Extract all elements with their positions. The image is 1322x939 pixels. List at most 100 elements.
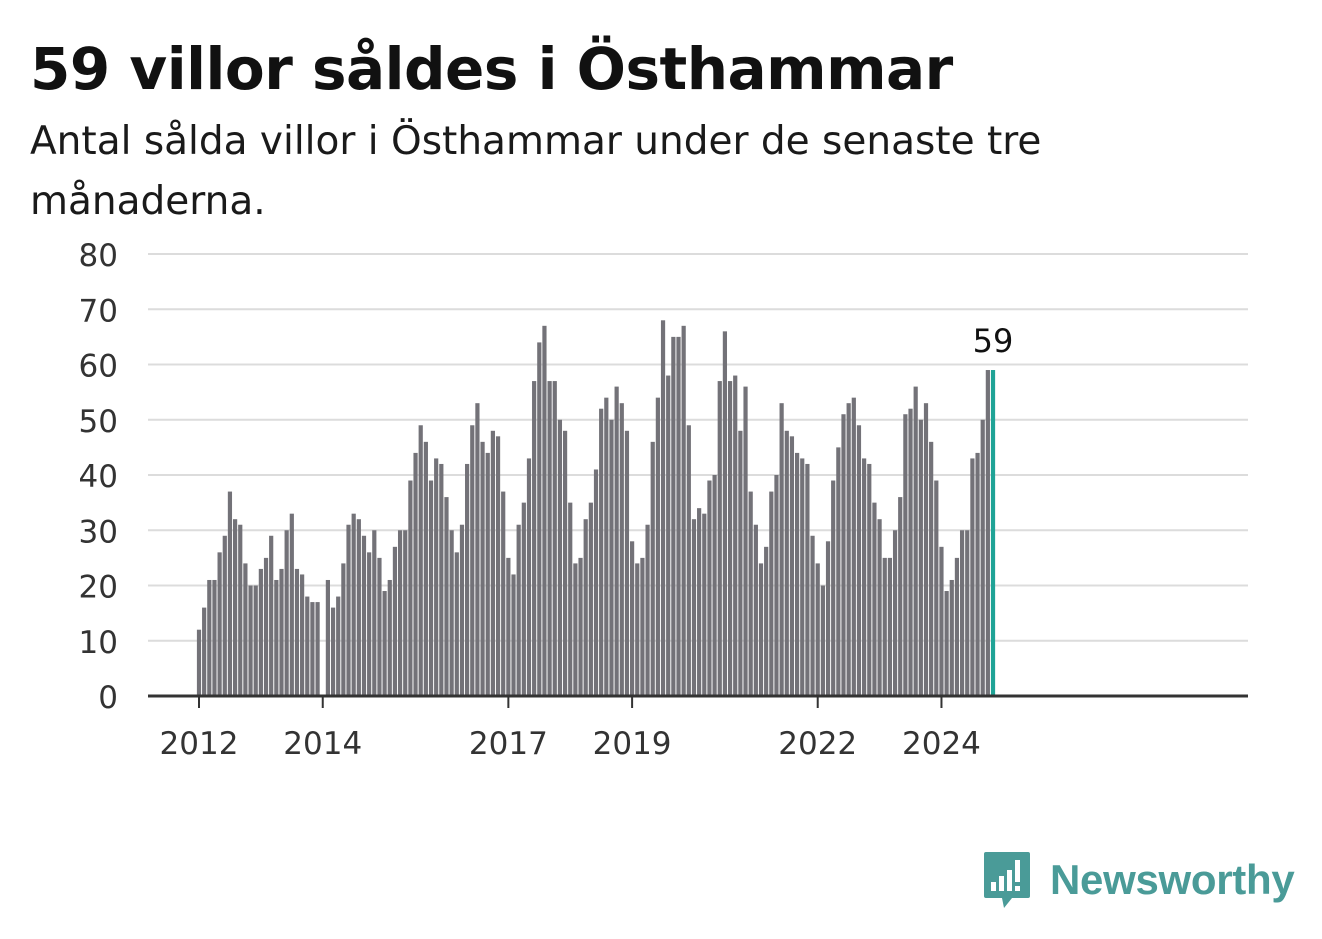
bar (454, 552, 459, 696)
bar (428, 480, 434, 696)
bar (727, 381, 733, 696)
bar (372, 530, 377, 696)
bar (336, 596, 341, 696)
bar (238, 524, 243, 696)
bar (795, 452, 800, 696)
y-tick-label: 20 (79, 570, 118, 606)
bar (382, 591, 387, 696)
y-tick-label: 30 (79, 514, 118, 550)
bar (712, 475, 717, 696)
bar (666, 375, 671, 696)
bar (583, 519, 588, 696)
bar (810, 535, 815, 696)
bar (671, 336, 676, 697)
bar (490, 430, 495, 696)
bar (805, 463, 810, 696)
bar (470, 425, 475, 696)
x-tick-label: 2017 (469, 726, 548, 762)
bar (207, 579, 212, 696)
brand-name: Newsworthy (1050, 856, 1295, 903)
bar (593, 469, 599, 696)
bar (975, 452, 980, 696)
bar (377, 557, 382, 697)
bar (315, 602, 320, 696)
bar (459, 524, 465, 696)
bar (532, 381, 537, 696)
bar (758, 563, 764, 696)
bar (196, 629, 202, 696)
bar (387, 579, 392, 696)
bar (573, 563, 578, 696)
bar (717, 381, 722, 696)
x-tick-label: 2012 (160, 726, 239, 762)
bar (367, 552, 372, 696)
bar (269, 535, 274, 696)
bar (908, 408, 913, 696)
bar (392, 546, 398, 696)
bar (820, 585, 825, 696)
bar (423, 441, 428, 696)
bar (779, 403, 784, 696)
bar (862, 458, 867, 696)
bar (676, 336, 681, 697)
chart-subtitle: Antal sålda villor i Östhammar under de … (30, 119, 1042, 224)
bar (568, 502, 573, 697)
bar (475, 403, 480, 696)
bar (707, 480, 712, 696)
bar (965, 530, 970, 696)
y-tick-label: 40 (79, 459, 118, 495)
bar (970, 458, 975, 696)
bar (898, 497, 903, 696)
bar (397, 530, 403, 696)
bar (851, 397, 856, 696)
y-tick-label: 0 (98, 680, 118, 716)
bar (882, 557, 887, 697)
bar (361, 535, 367, 696)
bar (284, 530, 289, 696)
bar (274, 579, 279, 696)
newsworthy-logo-icon (984, 852, 1030, 908)
bar (506, 557, 511, 697)
bar (444, 497, 449, 696)
bar (227, 491, 233, 696)
bar (253, 585, 258, 696)
bar (434, 458, 439, 696)
bar (403, 530, 408, 696)
bar (831, 480, 836, 696)
bar (243, 563, 248, 696)
bar (485, 452, 490, 696)
bar (691, 519, 697, 696)
bar (248, 585, 253, 696)
bar (985, 370, 990, 696)
bar (408, 480, 413, 696)
bar (800, 458, 805, 696)
bar (521, 502, 526, 697)
bar (604, 397, 609, 696)
bar (887, 557, 892, 697)
bar (640, 557, 645, 697)
bar (929, 441, 934, 696)
bar (815, 563, 820, 696)
bar (217, 552, 222, 696)
bar (557, 419, 563, 696)
y-tick-label: 60 (79, 349, 118, 385)
bar (542, 325, 547, 696)
bar (722, 331, 728, 696)
bar (944, 591, 949, 696)
y-tick-label: 10 (79, 625, 118, 661)
bar (351, 513, 356, 696)
bar (624, 430, 630, 696)
newsworthy-logo[interactable]: Newsworthy (982, 848, 1295, 912)
bar (702, 513, 707, 696)
bar (289, 513, 294, 696)
chart-title: 59 villor såldes i Östhammar (30, 35, 953, 103)
highlight-value-label: 59 (973, 322, 1014, 360)
bar (578, 557, 583, 697)
bar (655, 397, 660, 696)
bar (867, 463, 872, 696)
y-tick-label: 80 (79, 238, 118, 274)
bar (743, 386, 748, 696)
x-tick-label: 2022 (778, 726, 857, 762)
bar (769, 491, 774, 696)
bar (959, 530, 965, 696)
